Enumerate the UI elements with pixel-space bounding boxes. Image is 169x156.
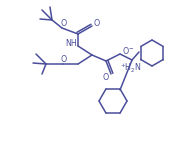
Text: O: O (61, 54, 67, 63)
Text: O: O (94, 20, 100, 29)
Text: NH: NH (65, 39, 77, 49)
Text: O: O (103, 73, 109, 83)
Text: O: O (61, 19, 67, 27)
Text: $^{+}$H$_{2}$N: $^{+}$H$_{2}$N (120, 61, 142, 75)
Text: O$^{-}$: O$^{-}$ (122, 46, 134, 56)
